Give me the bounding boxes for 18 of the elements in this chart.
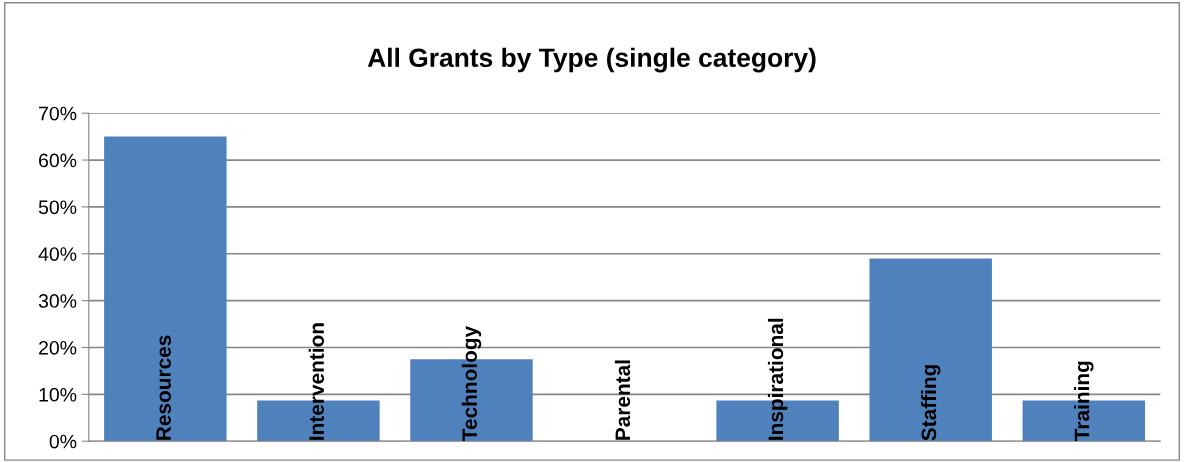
y-tick-label: 30% (38, 294, 77, 308)
x-tick-label: Staffing (920, 365, 941, 441)
bar (869, 258, 992, 442)
x-tick-label: Training (1074, 361, 1094, 441)
x-tick-label: Parental (614, 360, 631, 440)
x-tick-label: Technology (461, 325, 482, 441)
chart-title: All Grants by Type (single category) (367, 47, 816, 73)
x-tick-label: Resources (156, 335, 171, 440)
y-tick-label: 0% (49, 434, 77, 449)
y-tick-label: 70% (39, 106, 77, 121)
y-tick-label: 50% (38, 200, 77, 215)
y-tick-label: 20% (39, 340, 77, 355)
bar (104, 136, 227, 442)
y-tick-label: 60% (39, 153, 77, 168)
y-tick-label: 40% (38, 247, 77, 262)
y-tick-label: 10% (39, 387, 77, 402)
x-tick-label: Intervention (308, 323, 324, 440)
x-tick-label: Inspirational (767, 318, 788, 440)
